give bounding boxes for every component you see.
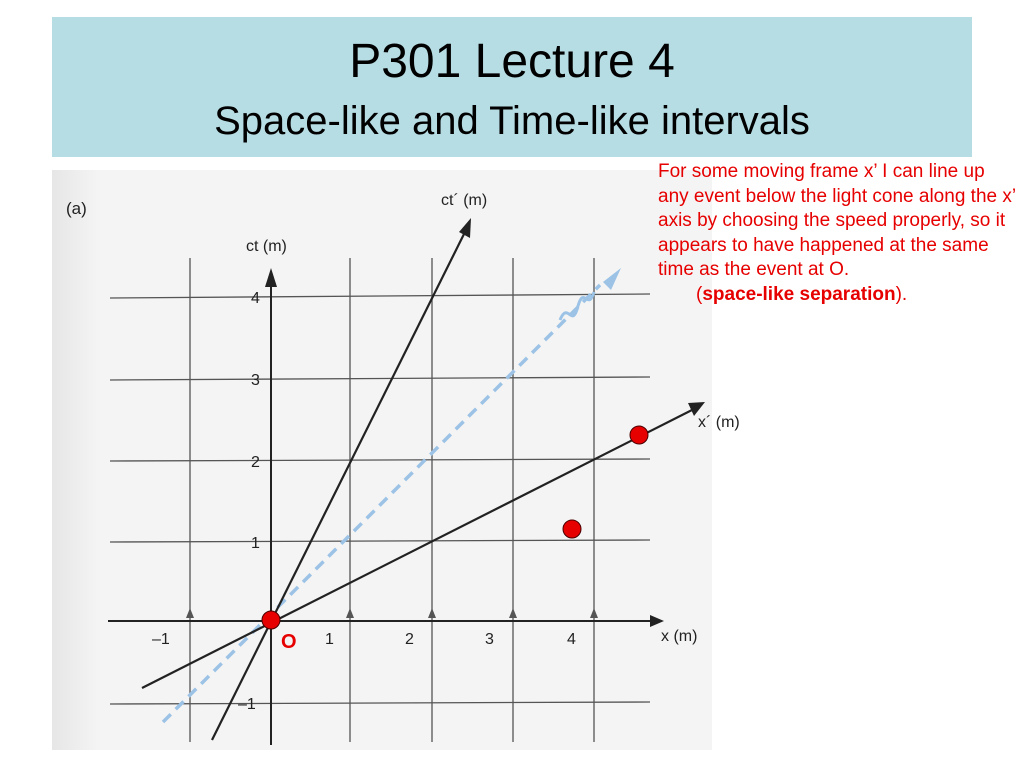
light-wave-icon — [558, 291, 596, 321]
ct-axis-label: ct (m) — [246, 238, 287, 255]
ct-prime-arrow-icon — [459, 218, 471, 238]
ct-tick-label: 2 — [251, 454, 260, 471]
tick-arrow — [509, 608, 517, 618]
grid-h-4 — [109, 293, 651, 299]
x-tick-label: 4 — [567, 631, 576, 648]
events — [261, 425, 649, 630]
x-axis-arrow-icon — [650, 615, 664, 627]
ct-tick-label: 3 — [251, 372, 260, 389]
ct-tick-label: 1 — [251, 535, 260, 552]
grid-h-minus1 — [109, 701, 651, 705]
event-below-light-cone — [562, 519, 582, 539]
event-on-x-prime-axis — [629, 425, 649, 445]
panel-label: (a) — [66, 199, 87, 218]
x-axis-label: x (m) — [661, 628, 697, 645]
figure-labels: (a) ct (m) x (m) ct´ (m) x´ (m) –1 1 2 3… — [66, 192, 740, 713]
ct-axis-arrow-icon — [265, 268, 277, 287]
grid-ticks — [186, 608, 598, 618]
paren-open: ( — [696, 283, 703, 305]
x-tick-label: –1 — [152, 631, 170, 648]
grid-h-3 — [109, 376, 651, 381]
annotation-conclusion: (space-like separation). — [658, 283, 1018, 308]
x-tick-label: 1 — [325, 631, 334, 648]
x-prime-axis — [141, 409, 693, 689]
grid-h-2 — [109, 458, 651, 462]
light-arrow-icon — [603, 268, 621, 290]
tick-arrow — [186, 608, 194, 618]
paren-close: ). — [895, 283, 908, 305]
annotation: For some moving frame x’ I can line up a… — [658, 160, 1018, 307]
main-axes — [108, 268, 664, 745]
x-tick-label: 2 — [405, 631, 414, 648]
ct-tick-label: 4 — [251, 290, 260, 307]
light-line — [161, 268, 621, 724]
x-prime-arrow-icon — [688, 402, 705, 416]
origin-label: O — [281, 631, 297, 653]
slide-subtitle: Space-like and Time-like intervals — [214, 99, 810, 143]
slide-title: P301 Lecture 4 — [349, 35, 675, 88]
grid-h-1 — [109, 539, 651, 543]
grid — [109, 258, 651, 742]
annotation-text: For some moving frame x’ I can line up a… — [658, 161, 1016, 280]
space-like-term: space-like separation — [702, 283, 896, 305]
tick-arrow — [428, 608, 436, 618]
x-tick-label: 3 — [485, 631, 494, 648]
ct-prime-axis — [211, 229, 467, 741]
primed-axes — [141, 218, 705, 741]
tick-arrow — [590, 608, 598, 618]
tick-arrow — [346, 608, 354, 618]
event-origin — [261, 610, 281, 630]
ct-tick-label: –1 — [238, 696, 256, 713]
ct-prime-label: ct´ (m) — [441, 192, 487, 209]
figure-scan-edge — [52, 170, 98, 750]
x-prime-label: x´ (m) — [698, 414, 740, 431]
title-band: P301 Lecture 4 Space-like and Time-like … — [52, 17, 972, 157]
